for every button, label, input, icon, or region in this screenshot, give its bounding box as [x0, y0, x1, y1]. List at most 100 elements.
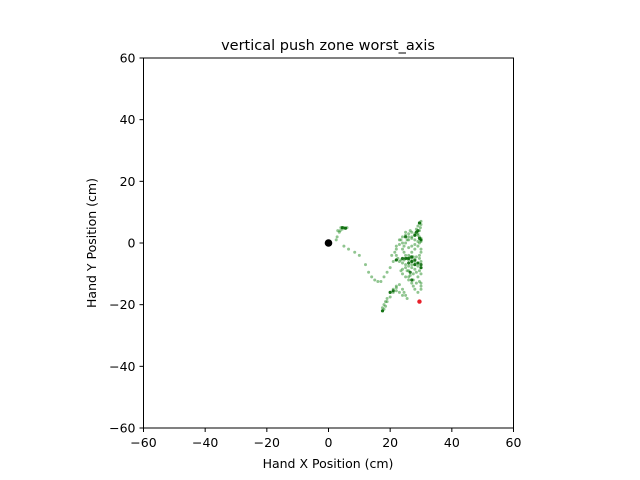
- trail-point: [382, 275, 386, 279]
- trail-point: [401, 241, 404, 245]
- trail-point: [401, 272, 404, 276]
- trail-point-dark: [394, 258, 398, 262]
- trail-point: [385, 270, 389, 274]
- trail-point: [335, 235, 339, 239]
- trail-point: [397, 283, 401, 287]
- trail-point: [388, 266, 392, 270]
- trail-point: [416, 290, 420, 294]
- trail-point: [384, 304, 388, 308]
- trail-point: [388, 295, 392, 299]
- trail-point-dark: [410, 278, 414, 282]
- trail-point-dark: [413, 233, 417, 237]
- trail-point: [399, 269, 403, 273]
- trail-point: [411, 272, 415, 276]
- y-tick-label: −60: [109, 421, 135, 436]
- trail-point: [401, 293, 404, 297]
- trail-point-dark: [417, 221, 422, 225]
- trail-point: [404, 293, 408, 297]
- trail-point: [404, 253, 408, 257]
- trail-point: [417, 269, 421, 273]
- trail-point: [410, 263, 414, 267]
- trail-point: [401, 235, 404, 239]
- x-tick-label: 40: [444, 435, 460, 450]
- trail-point-dark: [340, 225, 344, 230]
- trail-point: [418, 226, 422, 230]
- trail-point: [407, 235, 411, 239]
- trail-point: [353, 250, 357, 254]
- trail-point: [417, 280, 421, 284]
- trail-point-dark: [391, 289, 395, 293]
- trail-point: [410, 266, 414, 270]
- x-tick-label: −60: [130, 435, 156, 450]
- trail-point: [364, 263, 367, 267]
- trail-point-dark: [419, 266, 423, 270]
- trail-point-dark: [413, 258, 417, 262]
- trail-point: [397, 290, 401, 294]
- y-axis-ticks: −60 −40 −20 0 20 40 60: [109, 51, 144, 436]
- trail-point: [411, 284, 415, 288]
- trail-point-dark: [343, 226, 348, 230]
- trail-point: [394, 289, 398, 293]
- trail-point: [404, 241, 408, 245]
- trail-point: [413, 247, 417, 251]
- trail-point: [414, 270, 418, 274]
- x-tick-label: 60: [506, 435, 522, 450]
- x-tick-label: 0: [325, 435, 333, 450]
- trail-point: [414, 281, 418, 285]
- trail-point: [401, 287, 404, 291]
- trail-point-dark: [380, 309, 385, 313]
- trail-point: [414, 255, 418, 259]
- y-tick-label: 60: [120, 51, 136, 66]
- trail-point: [407, 264, 411, 268]
- trail-point: [404, 266, 408, 270]
- trail-point-dark: [419, 238, 423, 242]
- trail-point: [419, 284, 423, 288]
- trail-point: [413, 238, 417, 242]
- trail-point: [419, 250, 423, 254]
- trail-point-dark: [403, 256, 408, 261]
- trail-point: [370, 275, 374, 279]
- trail-point: [391, 260, 395, 263]
- y-axis-label: Hand Y Position (cm): [84, 178, 99, 308]
- trail-point-dark: [410, 255, 414, 259]
- origin-point: [324, 239, 333, 247]
- trail-point-dark: [403, 235, 408, 239]
- trail-point-dark: [407, 256, 411, 261]
- trail-point: [417, 256, 421, 260]
- target-point: [417, 299, 422, 304]
- trail-point: [357, 253, 361, 257]
- trail-point: [410, 244, 414, 248]
- plot-area: [143, 57, 514, 429]
- trail-point: [419, 272, 423, 276]
- trail-point-dark: [410, 259, 414, 264]
- trail-point: [367, 270, 371, 274]
- trail-point: [416, 224, 420, 228]
- trail-point: [405, 297, 409, 300]
- trail-point: [379, 280, 383, 284]
- trail-point: [419, 247, 423, 251]
- chart-title: vertical push zone worst_axis: [221, 38, 435, 54]
- trail-point: [376, 280, 380, 284]
- trail-point: [410, 281, 414, 285]
- trail-point: [397, 238, 401, 242]
- trail-point: [385, 297, 389, 300]
- trail-point-dark: [416, 261, 420, 265]
- trail-point: [394, 247, 398, 251]
- trail-point: [373, 278, 377, 282]
- trail-point: [401, 247, 404, 251]
- trail-point: [407, 278, 411, 282]
- trail-point: [407, 253, 411, 257]
- trail-point: [407, 246, 411, 250]
- trail-point: [404, 275, 408, 279]
- trail-point: [394, 253, 398, 257]
- trail-point: [417, 253, 421, 257]
- x-tick-label: 20: [382, 435, 398, 450]
- trail-point: [416, 264, 420, 268]
- trail-point: [410, 250, 414, 254]
- trail-point-dark: [400, 256, 405, 261]
- y-tick-label: 40: [120, 112, 136, 127]
- trail-point: [342, 244, 346, 248]
- trail-point: [407, 238, 411, 242]
- trail-point: [408, 229, 412, 233]
